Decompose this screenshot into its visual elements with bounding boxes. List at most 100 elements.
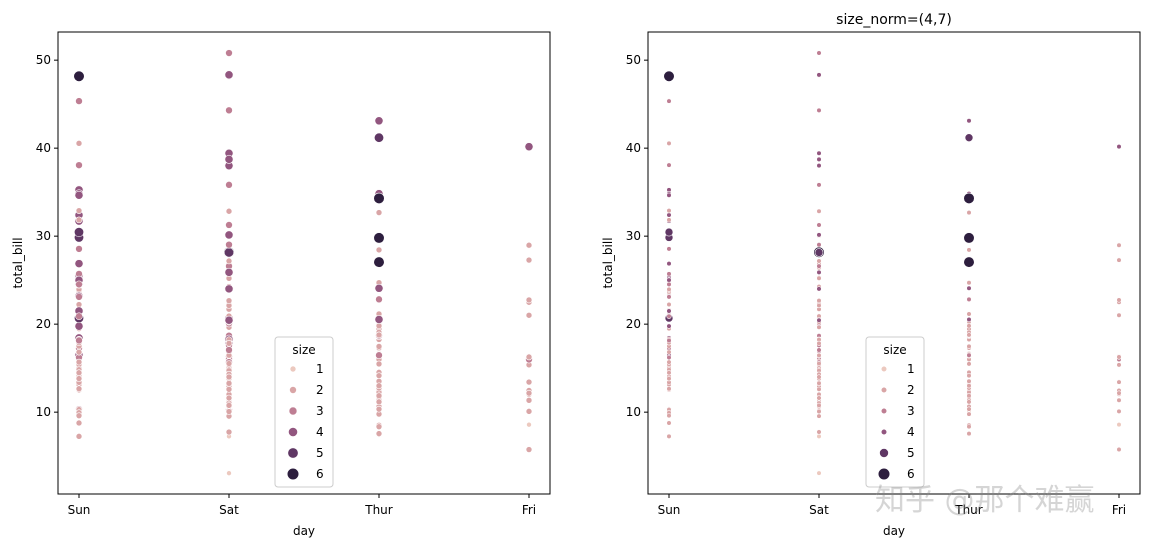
data-point <box>666 420 672 426</box>
data-point <box>1116 297 1122 303</box>
data-point <box>816 298 822 304</box>
data-point <box>1116 362 1122 368</box>
data-point <box>666 217 672 223</box>
y-tick-label: 20 <box>626 317 641 331</box>
legend-marker <box>288 406 298 416</box>
data-point <box>224 154 234 164</box>
data-point <box>963 192 975 204</box>
data-point <box>816 470 822 476</box>
data-point <box>374 283 384 293</box>
data-point <box>966 316 972 323</box>
data-point <box>814 248 824 257</box>
data-point <box>375 360 383 368</box>
data-point <box>224 284 234 294</box>
data-point <box>666 323 672 329</box>
data-point <box>75 358 83 366</box>
data-point <box>966 406 972 412</box>
data-point <box>525 241 533 249</box>
data-point <box>375 246 383 254</box>
data-point <box>525 389 533 397</box>
data-point <box>224 70 234 80</box>
data-point <box>1116 379 1122 385</box>
data-point <box>525 296 533 304</box>
y-tick-label: 20 <box>36 317 51 331</box>
data-point <box>75 140 83 147</box>
data-point <box>666 277 672 283</box>
data-point <box>1116 257 1122 263</box>
data-point <box>74 321 84 331</box>
data-point <box>966 296 972 302</box>
legend-label: 6 <box>316 467 324 481</box>
axes-frame <box>57 31 551 495</box>
data-point <box>816 156 822 162</box>
data-point <box>525 446 533 453</box>
legend-marker <box>880 407 888 415</box>
data-point <box>75 293 83 301</box>
data-point <box>666 271 672 277</box>
data-point <box>816 395 822 401</box>
legend-label: 3 <box>907 404 915 418</box>
data-point <box>225 373 233 381</box>
data-point <box>224 267 234 277</box>
data-point <box>225 379 233 387</box>
data-point <box>1116 408 1122 414</box>
data-point <box>375 423 383 430</box>
data-point <box>666 208 672 214</box>
data-point <box>816 374 822 380</box>
legend-title: size <box>883 343 906 357</box>
data-point <box>666 162 672 168</box>
data-point <box>225 181 233 189</box>
data-point <box>1116 312 1122 318</box>
data-point <box>966 399 972 405</box>
data-point <box>373 132 384 143</box>
data-point <box>225 402 233 409</box>
data-point <box>74 259 84 269</box>
legend-marker <box>289 365 297 373</box>
data-point <box>966 209 972 216</box>
left-x-axis-label: day <box>293 524 315 538</box>
data-point <box>816 208 822 214</box>
data-point <box>225 346 233 354</box>
data-point <box>666 308 672 314</box>
right-x-axis-label: day <box>883 524 905 538</box>
legend-label: 2 <box>316 383 324 397</box>
x-tick-label: Fri <box>1112 503 1126 517</box>
legend-marker <box>880 365 888 373</box>
data-point <box>816 269 822 275</box>
data-point <box>816 360 822 367</box>
right-plot-title: size_norm=(4,7) <box>836 12 952 28</box>
legend-label: 5 <box>316 446 324 460</box>
data-point <box>816 380 822 386</box>
data-point <box>1116 422 1122 428</box>
data-point <box>816 408 822 415</box>
data-point <box>225 394 233 402</box>
data-point <box>75 245 83 253</box>
data-point <box>1116 397 1122 403</box>
data-point <box>75 433 83 440</box>
data-point <box>666 212 672 218</box>
data-point <box>74 227 85 238</box>
data-point <box>816 386 822 392</box>
data-point <box>966 361 972 367</box>
data-point <box>664 227 674 237</box>
data-point <box>75 207 83 214</box>
data-point <box>666 376 672 382</box>
data-point <box>816 402 822 408</box>
data-point <box>816 242 822 248</box>
data-point <box>816 340 822 346</box>
data-point <box>816 433 822 439</box>
data-point <box>525 353 533 361</box>
data-point <box>75 216 83 224</box>
legend-label: 1 <box>907 362 915 376</box>
x-tick-label: Fri <box>522 503 536 517</box>
data-point <box>666 192 672 198</box>
legend-marker <box>877 467 891 481</box>
legend-marker <box>286 467 300 481</box>
data-point <box>816 317 822 323</box>
data-point <box>816 182 822 188</box>
data-point <box>964 133 974 142</box>
legend-title: size <box>292 343 315 357</box>
left-scatter-plot: day total_bill 10 20 30 40 50 Sun Sat Thur Fri si… <box>11 31 551 538</box>
data-point <box>375 405 383 413</box>
